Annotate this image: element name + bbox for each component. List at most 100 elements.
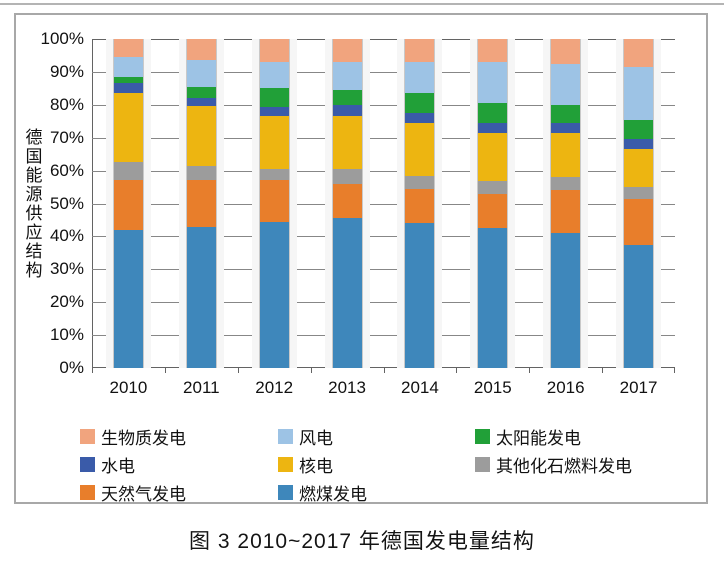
bar-segment [113, 39, 143, 58]
bar-segment [113, 162, 143, 181]
gridline-30 [92, 269, 675, 271]
bar-segment [551, 39, 581, 64]
x-label-2014: 2014 [401, 378, 439, 397]
bar-segment [186, 98, 216, 107]
y-tick-label: 50% [49, 193, 84, 213]
legend-swatch-icon [278, 484, 293, 500]
legend-label: 生物质发电 [101, 428, 186, 448]
legend-swatch-icon [80, 428, 95, 444]
bar-segment [113, 180, 143, 230]
gridline-50 [92, 203, 675, 205]
bar-segment [186, 180, 216, 227]
bar-segment [624, 39, 654, 68]
bar-segment [624, 187, 654, 199]
bar-segment [186, 165, 216, 181]
bar-stack-2013 [331, 39, 363, 368]
y-tick-label: 100% [40, 29, 84, 48]
bar-column-2013 [324, 39, 370, 368]
bar-segment [624, 244, 654, 368]
y-tick-label: 20% [49, 292, 84, 312]
bar-segment [478, 103, 508, 123]
y-tick-label: 80% [49, 94, 84, 114]
legend-item-其他化石燃料发电: 其他化石燃料发电 [475, 452, 694, 477]
bar-segment [186, 39, 216, 61]
bar-stack-2014 [404, 39, 436, 368]
y-tick-label: 10% [49, 325, 84, 345]
legend-item-风电: 风电 [278, 424, 475, 449]
bar-segment [259, 221, 289, 368]
legend-item-生物质发电: 生物质发电 [80, 424, 278, 449]
bar-segment [259, 106, 289, 117]
bar-segment [551, 190, 581, 234]
bar-segment [624, 119, 654, 140]
legend-item-燃煤发电: 燃煤发电 [278, 480, 475, 505]
legend-label: 太阳能发电 [496, 428, 581, 448]
legend-label: 天然气发电 [101, 484, 186, 504]
bar-segment [259, 116, 289, 169]
bar-segment [478, 193, 508, 229]
x-axis-ticks [92, 368, 675, 374]
x-tick-mark [237, 368, 239, 373]
bar-segment [478, 62, 508, 104]
bar-segment [113, 83, 143, 94]
legend-swatch-icon [278, 456, 293, 472]
gridline-20 [92, 302, 675, 304]
x-label-2013: 2013 [328, 378, 366, 397]
bar-segment [186, 226, 216, 368]
gridline-70 [92, 137, 675, 139]
bar-segment [259, 168, 289, 181]
x-tick-mark [456, 368, 458, 373]
bar-segment [332, 218, 362, 368]
bar-segment [332, 183, 362, 219]
legend-swatch-icon [475, 456, 490, 472]
bar-segment [405, 175, 435, 189]
gridline-60 [92, 170, 675, 172]
bar-segment [624, 139, 654, 150]
bar-segment [405, 113, 435, 123]
x-axis-labels: 2010 2011 2012 2013 2014 2015 2016 2017 [92, 377, 675, 399]
bar-segment [332, 116, 362, 169]
bar-segment [405, 93, 435, 114]
bar-segment [551, 177, 581, 191]
y-tick-label: 40% [49, 226, 84, 246]
gridline-40 [92, 236, 675, 238]
bar-segment [259, 62, 289, 89]
bar-segment [332, 104, 362, 117]
bar-stack-2011 [185, 39, 217, 368]
x-label-2012: 2012 [255, 378, 294, 397]
bar-segment [332, 62, 362, 91]
legend-item-太阳能发电: 太阳能发电 [475, 424, 694, 449]
x-tick-mark [602, 368, 604, 373]
legend-label: 水电 [101, 456, 135, 476]
bar-column-2015 [470, 39, 516, 368]
y-tick-label: 30% [49, 259, 84, 279]
bar-column-2012 [251, 39, 297, 368]
bar-segment [478, 132, 508, 181]
bar-segment [405, 39, 435, 63]
bar-segment [259, 39, 289, 63]
bar-segment [405, 188, 435, 224]
bar-stack-2015 [477, 39, 509, 368]
bar-segment [478, 228, 508, 368]
bar-segment [551, 233, 581, 368]
bar-segment [259, 180, 289, 222]
x-tick-mark [310, 368, 312, 373]
bar-segment [332, 39, 362, 63]
x-label-2016: 2016 [546, 378, 585, 397]
legend-swatch-icon [278, 428, 293, 444]
bar-segment [624, 67, 654, 120]
bar-column-2016 [543, 39, 589, 368]
bar-segment [259, 88, 289, 107]
bar-segment [551, 63, 581, 105]
legend-label: 燃煤发电 [299, 484, 367, 504]
legend: 生物质发电 风电 太阳能发电水电 核电 其他化石燃料发电天然气发电 燃煤发电 [80, 422, 694, 506]
bar-segment [186, 86, 216, 99]
legend-swatch-icon [475, 428, 490, 444]
bar-column-2010 [105, 39, 151, 368]
bar-segment [624, 149, 654, 188]
legend-item-核电: 核电 [278, 452, 475, 477]
gridline-90 [92, 71, 675, 73]
gridline-100 [92, 39, 675, 40]
bar-column-2011 [178, 39, 224, 368]
legend-label: 风电 [299, 428, 333, 448]
